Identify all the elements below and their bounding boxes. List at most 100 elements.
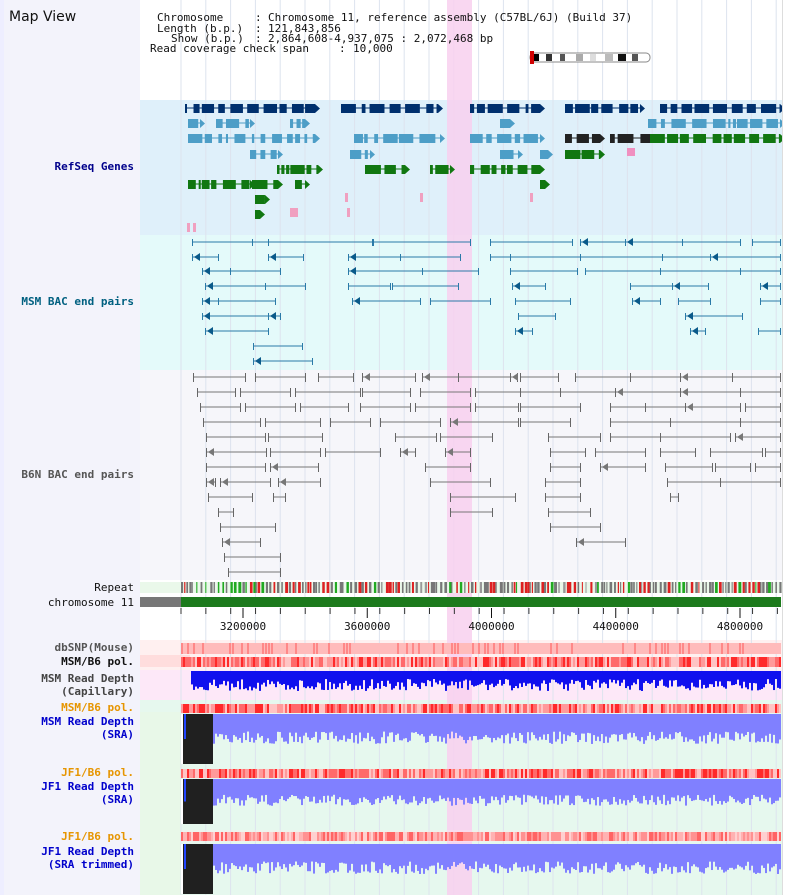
repeat-block [200,582,203,593]
sra-depth-bar [363,714,365,738]
sra-depth-bar [513,779,515,801]
sra-depth-bar [355,844,357,874]
track-label-jf1-depth-trim[interactable]: JF1 Read Depth [41,845,134,858]
sra-depth-bar [461,714,463,737]
pol-segment [197,657,199,667]
pol-segment [383,832,385,841]
genome-track-canvas[interactable]: 3200000 3600000 4000000 4400000 4800000 [140,0,782,895]
repeat-block [354,582,358,593]
track-label-msm-depth-cap[interactable]: MSM Read Depth [41,672,134,685]
pol-segment [341,704,343,713]
sra-depth-bar [777,779,779,801]
capillary-depth-bar [695,671,697,688]
pol-segment [485,657,487,667]
pol-segment [337,704,339,713]
gene-exon [245,119,249,128]
capillary-depth-bar [485,671,487,685]
sra-depth-bar [623,844,625,872]
sra-depth-bar [715,844,717,867]
sra-depth-bar [403,779,405,800]
sra-depth-bar [569,714,571,737]
pol-segment [625,832,627,841]
pol-segment [447,769,449,778]
pol-segment [347,769,349,778]
gene-exon [732,119,736,128]
track-label-dbsnp[interactable]: dbSNP(Mouse) [54,641,134,654]
bac-end [572,239,573,246]
track-label-jf1-pol-1[interactable]: JF1/B6 pol. [61,766,134,779]
gene-exon [575,104,590,113]
sra-depth-bar [381,844,383,874]
pol-segment [257,832,259,841]
capillary-depth-bar [739,671,741,686]
gene-strand-arrow [315,104,320,113]
pol-segment [607,832,609,841]
pol-segment [609,769,611,778]
track-label-jf1-pol-2[interactable]: JF1/B6 pol. [61,830,134,843]
track-label-msm-pol-2[interactable]: MSM/B6 pol. [61,701,134,714]
track-label-repeat[interactable]: Repeat [94,581,134,594]
sra-depth-bar [501,844,503,868]
pol-segment [645,704,647,713]
pol-segment [567,832,569,841]
right-scrollbar[interactable] [782,0,800,895]
track-label-msm-depth-sra[interactable]: MSM Read Depth [41,715,134,728]
pol-segment [431,657,433,667]
pol-segment [637,769,639,778]
sra-depth-bar [613,844,615,870]
sra-depth-bar [743,844,745,870]
pol-segment [449,832,451,841]
track-label-msm-pol-1[interactable]: MSM/B6 pol. [61,655,134,668]
pol-segment [521,704,523,713]
pol-segment [563,769,565,778]
sra-depth-bar [335,714,337,736]
sra-depth-bar [431,844,433,866]
track-label-b6n-bac[interactable]: B6N BAC end pairs [21,468,134,481]
sra-depth-bar [611,714,613,735]
sra-depth-bar [743,714,745,737]
sra-depth-bar [573,714,575,733]
capillary-depth-bar [531,671,533,690]
sra-depth-bar [341,844,343,863]
pol-segment [225,704,227,713]
sra-depth-bar [553,779,555,804]
gene-strand-arrow [260,210,265,219]
track-label-msm-bac[interactable]: MSM BAC end pairs [21,295,134,308]
b6n-arrow [224,538,230,546]
repeat-block [464,582,466,593]
capillary-depth-bar [645,671,647,682]
track-label-refseq-genes[interactable]: RefSeq Genes [54,160,134,173]
sra-depth-bar [505,779,507,803]
repeat-block [318,582,320,593]
capillary-depth-bar [271,671,273,682]
pol-segment [195,657,197,667]
dbsnp-mark [517,643,519,654]
sra-depth-bar [673,714,675,739]
pol-segment [203,704,205,713]
pol-segment [425,769,427,778]
sra-depth-bar [657,714,659,740]
pol-segment [649,657,651,667]
track-label-chromosome[interactable]: chromosome 11 [47,596,134,609]
pol-segment [771,704,773,713]
pol-segment [765,769,767,778]
capillary-depth-bar [381,671,383,681]
pol-segment [259,657,261,667]
sra-depth-bar [369,844,371,873]
bac-end [678,298,679,305]
pol-segment [215,657,217,667]
pol-segment [411,832,413,841]
capillary-depth-bar [343,671,345,683]
track-label-jf1-depth-sra[interactable]: JF1 Read Depth [41,780,134,793]
pol-segment [209,832,211,841]
b6n-end [203,418,204,427]
pol-segment [613,769,615,778]
bac-end [532,328,533,335]
sra-depth-bar [593,844,595,874]
b6n-end [295,388,296,397]
pol-segment [779,832,781,841]
sra-depth-bar [427,844,429,871]
pol-segment [373,657,375,667]
capillary-depth-bar [487,671,489,691]
gene-exon [778,134,780,143]
